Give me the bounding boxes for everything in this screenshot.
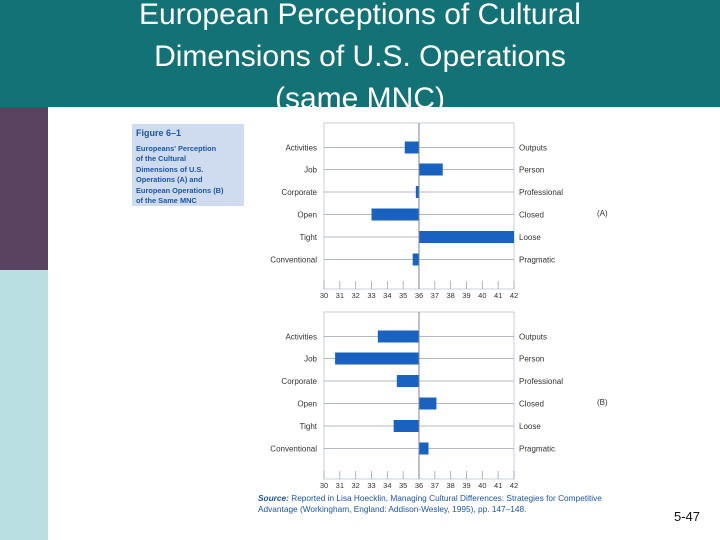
row-label-right: Person [519, 166, 544, 175]
x-tick-label: 38 [446, 481, 454, 490]
x-tick-label: 32 [351, 291, 359, 300]
x-tick-label: 42 [510, 291, 518, 300]
bar [419, 442, 429, 455]
x-tick-label: 32 [351, 481, 359, 490]
bar [371, 208, 419, 221]
row-label-right: Professional [519, 377, 563, 386]
figure-caption-box [132, 124, 244, 206]
row-label-left: Tight [300, 422, 318, 431]
x-tick-label: 40 [478, 291, 486, 300]
x-tick-label: 34 [383, 481, 391, 490]
bar [396, 375, 419, 387]
figure-desc-line: Operations (A) and [136, 175, 203, 185]
source-lead: Source: [258, 493, 289, 503]
x-tick-label: 34 [383, 291, 391, 300]
bar [419, 231, 514, 243]
x-tick-label: 37 [431, 291, 439, 300]
row-label-left: Tight [300, 233, 318, 242]
source-note: Source: Reported in Lisa Hoecklin, Manag… [258, 493, 630, 515]
title-line: (same MNC) [275, 82, 445, 115]
slide-title: European Perceptions of Cultural Dimensi… [0, 0, 720, 120]
bar [419, 163, 443, 176]
row-label-left: Conventional [270, 256, 317, 265]
row-label-right: Closed [519, 211, 544, 220]
x-tick-label: 30 [320, 291, 328, 300]
x-tick-label: 39 [462, 481, 470, 490]
figure-label: Figure 6–1 [136, 128, 182, 138]
x-tick-label: 37 [431, 481, 439, 490]
figure-desc-line: Dimensions of U.S. [136, 164, 204, 174]
x-tick-label: 35 [399, 291, 407, 300]
row-label-right: Pragmatic [519, 445, 555, 454]
bar [335, 352, 419, 365]
row-label-left: Corporate [281, 188, 317, 197]
x-tick-label: 36 [415, 481, 423, 490]
x-tick-label: 41 [494, 481, 502, 490]
x-tick-label: 36 [415, 291, 423, 300]
bar [404, 141, 419, 154]
row-label-right: Closed [519, 400, 544, 409]
x-tick-label: 35 [399, 481, 407, 490]
x-tick-label: 39 [462, 291, 470, 300]
figure-desc-line: European Operations (B) [136, 185, 224, 195]
x-tick-label: 30 [320, 481, 328, 490]
x-tick-label: 41 [494, 291, 502, 300]
title-line: European Perceptions of Cultural [139, 0, 581, 31]
title-banner [0, 0, 720, 107]
sidebar-accent-dark [0, 107, 48, 270]
panel-label: (A) [597, 209, 608, 218]
x-tick-label: 33 [367, 481, 375, 490]
figure-description: Europeans' Perception of the Cultural Di… [136, 144, 242, 206]
row-label-left: Open [297, 211, 317, 220]
x-tick-label: 38 [446, 291, 454, 300]
row-label-left: Job [304, 355, 317, 364]
x-tick-label: 31 [336, 291, 344, 300]
row-label-left: Conventional [270, 445, 317, 454]
title-line: Dimensions of U.S. Operations [154, 40, 566, 73]
source-text: Reported in Lisa Hoecklin, Managing Cult… [258, 493, 602, 514]
x-tick-label: 40 [478, 481, 486, 490]
row-label-right: Pragmatic [519, 256, 555, 265]
x-tick-label: 42 [510, 481, 518, 490]
row-label-right: Loose [519, 233, 541, 242]
row-label-right: Person [519, 355, 544, 364]
sidebar-accent-light [0, 270, 48, 540]
x-tick-label: 31 [336, 481, 344, 490]
row-label-left: Corporate [281, 377, 317, 386]
row-label-right: Loose [519, 422, 541, 431]
slide-number: 5-47 [674, 509, 701, 524]
figure-desc-line: of the Same MNC [136, 196, 197, 206]
row-label-right: Outputs [519, 144, 547, 153]
bar [415, 186, 419, 198]
panel-label: (B) [597, 398, 608, 407]
figure-desc-line: Europeans' Perception [136, 144, 217, 153]
x-tick-label: 33 [367, 291, 375, 300]
row-label-right: Professional [519, 188, 563, 197]
row-label-right: Outputs [519, 333, 547, 342]
figure-desc-line: of the Cultural [136, 154, 187, 164]
row-label-left: Job [304, 166, 317, 175]
bar [393, 420, 419, 432]
row-label-left: Activities [285, 144, 317, 153]
bar [377, 330, 419, 343]
bar [419, 397, 437, 410]
bar [412, 253, 419, 266]
row-label-left: Open [297, 400, 317, 409]
row-label-left: Activities [285, 333, 317, 342]
perception-charts: Activities Outputs Job Person Corporate Profe… [270, 122, 608, 490]
